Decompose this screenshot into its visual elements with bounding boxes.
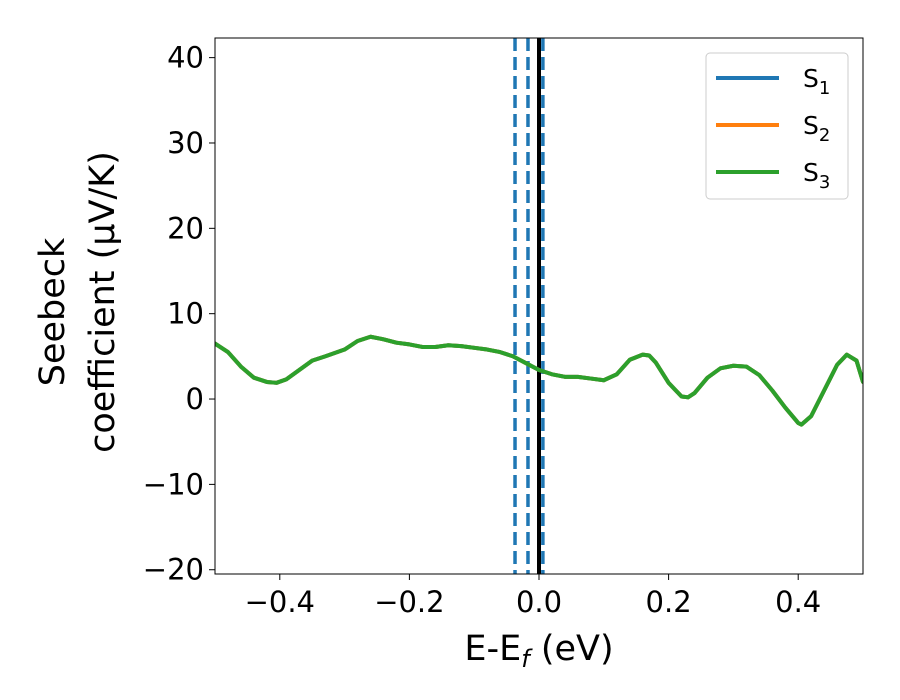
legend-label-s2: S2 (803, 111, 830, 146)
y-tick-label: 30 (167, 126, 204, 160)
legend-label-main: S (803, 64, 819, 93)
legend-label-s3: S3 (803, 158, 830, 193)
y-axis-title-line2: coefficient (μV/K) (83, 151, 123, 453)
x-tick-label: 0.2 (646, 585, 692, 619)
x-tick-label: 0.0 (516, 585, 562, 619)
y-axis-title-line1: Seebeck (33, 237, 73, 386)
legend-label-subscript: 2 (819, 125, 830, 146)
y-axis-ticks: −20 −10 0 10 20 30 40 (143, 41, 215, 587)
x-axis-title-unit: (eV) (530, 629, 614, 669)
x-tick-label: −0.2 (374, 585, 444, 619)
legend-label-subscript: 1 (819, 78, 830, 99)
legend-label-main: S (803, 158, 819, 187)
y-tick-label: −20 (143, 553, 204, 587)
x-axis-title-main: E-E (464, 629, 521, 669)
x-axis-title: E-Ef (eV) (464, 629, 613, 673)
series-line-s3 (215, 334, 863, 427)
y-tick-label: 20 (167, 211, 204, 245)
vertical-reference-lines (513, 38, 545, 574)
legend-label-main: S (803, 111, 819, 140)
y-tick-label: 10 (167, 297, 204, 331)
legend-label-s1: S1 (803, 64, 830, 99)
x-tick-label: −0.4 (245, 585, 315, 619)
x-tick-label: 0.4 (775, 585, 821, 619)
series-lines (215, 334, 863, 427)
legend-label-subscript: 3 (819, 172, 830, 193)
y-tick-label: 0 (186, 382, 204, 416)
x-axis-ticks: −0.4 −0.2 0.0 0.2 0.4 (245, 574, 821, 619)
y-tick-label: −10 (143, 467, 204, 501)
y-tick-label: 40 (167, 41, 204, 75)
